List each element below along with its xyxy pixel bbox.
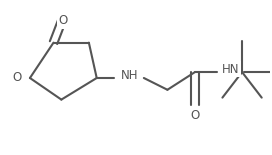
Text: NH: NH (120, 69, 138, 82)
Text: O: O (190, 109, 200, 122)
Text: O: O (13, 71, 22, 84)
Text: HN: HN (221, 63, 239, 76)
Text: O: O (59, 14, 68, 27)
